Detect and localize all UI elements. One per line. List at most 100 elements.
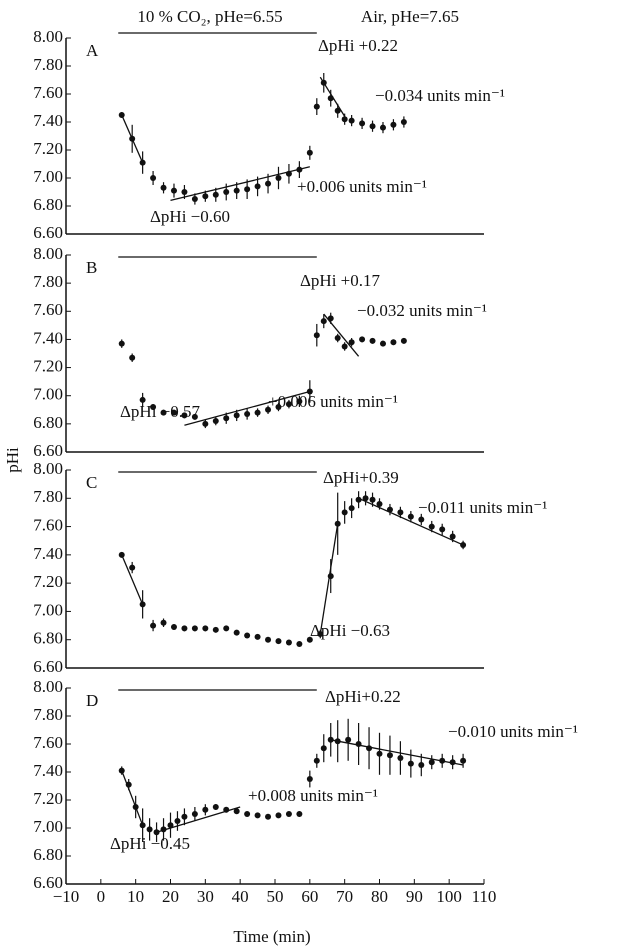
data-point xyxy=(275,638,282,645)
data-point xyxy=(129,564,136,571)
data-point xyxy=(400,337,407,344)
data-point xyxy=(418,762,425,768)
data-point xyxy=(379,340,386,347)
y-axis-label: pHi xyxy=(3,447,22,473)
x-tick-label: 60 xyxy=(301,887,318,906)
annotation: ΔpHi −0.60 xyxy=(150,207,230,226)
trend-line xyxy=(121,770,144,826)
data-point xyxy=(212,626,219,633)
x-tick-label: 100 xyxy=(436,887,462,906)
data-point xyxy=(386,752,393,759)
y-tick-label: 7.40 xyxy=(33,111,63,130)
data-point xyxy=(265,180,272,187)
data-point xyxy=(341,116,348,123)
data-point xyxy=(359,336,366,343)
annotation: ΔpHi −0.63 xyxy=(310,621,390,640)
data-point xyxy=(167,822,174,829)
data-point xyxy=(212,804,219,810)
data-point xyxy=(170,623,177,630)
y-tick-label: 8.00 xyxy=(33,459,63,478)
data-point xyxy=(118,340,125,347)
x-tick-label: 90 xyxy=(406,887,423,906)
trend-line xyxy=(184,390,311,426)
y-tick-label: 7.00 xyxy=(33,600,63,619)
y-tick-label: 7.20 xyxy=(33,572,63,591)
data-point xyxy=(348,339,355,346)
trend-line xyxy=(121,114,144,163)
header-label: Air, pHe=7.65 xyxy=(361,7,459,26)
y-tick-label: 7.00 xyxy=(33,385,63,404)
trend-line xyxy=(330,739,464,766)
annotation: −0.032 units min⁻¹ xyxy=(357,301,487,320)
data-point xyxy=(202,625,209,632)
y-tick-label: 7.80 xyxy=(33,55,63,74)
x-tick-label: 70 xyxy=(336,887,353,906)
data-point xyxy=(341,509,348,516)
data-point xyxy=(428,523,435,530)
data-point xyxy=(296,640,303,647)
y-tick-label: 6.60 xyxy=(33,657,63,676)
data-point xyxy=(369,123,376,130)
data-point xyxy=(160,409,167,416)
data-point xyxy=(369,496,376,503)
data-point xyxy=(254,633,261,640)
data-point xyxy=(191,196,198,202)
data-point xyxy=(369,337,376,344)
data-point xyxy=(170,409,177,416)
data-point xyxy=(233,808,240,815)
data-point xyxy=(306,776,313,782)
trend-line xyxy=(319,76,346,117)
trend-line xyxy=(319,523,339,635)
y-tick-label: 7.60 xyxy=(33,733,63,752)
trend-line xyxy=(156,806,241,833)
data-point xyxy=(390,121,397,128)
data-point xyxy=(150,175,157,181)
data-point xyxy=(428,759,435,766)
panel-label: D xyxy=(86,691,98,710)
x-tick-label: −10 xyxy=(53,887,80,906)
data-point xyxy=(407,760,414,767)
annotation: ΔpHi −0.57 xyxy=(120,402,201,421)
y-tick-label: 6.80 xyxy=(33,195,63,214)
y-tick-label: 6.60 xyxy=(33,223,63,242)
data-point xyxy=(376,500,383,507)
data-point xyxy=(400,119,407,125)
data-point xyxy=(244,632,251,639)
data-point xyxy=(345,736,352,743)
data-point xyxy=(254,409,261,416)
data-point xyxy=(362,495,369,502)
data-point xyxy=(244,411,251,418)
data-point xyxy=(202,420,209,427)
data-point xyxy=(174,818,181,824)
x-tick-label: 110 xyxy=(472,887,497,906)
y-tick-label: 7.80 xyxy=(33,272,63,291)
data-point xyxy=(146,826,153,833)
y-tick-label: 7.80 xyxy=(33,487,63,506)
annotation: +0.006 units min⁻¹ xyxy=(268,392,398,411)
data-point xyxy=(254,183,261,190)
data-point xyxy=(181,412,188,419)
data-point xyxy=(265,813,272,820)
data-point xyxy=(129,354,136,361)
data-point xyxy=(348,117,355,124)
y-tick-label: 8.00 xyxy=(33,27,63,46)
y-tick-label: 7.60 xyxy=(33,83,63,102)
data-point xyxy=(202,806,209,813)
y-tick-label: 7.40 xyxy=(33,761,63,780)
annotation: −0.011 units min⁻¹ xyxy=(418,498,547,517)
y-tick-label: 6.60 xyxy=(33,441,63,460)
y-tick-label: 6.80 xyxy=(33,413,63,432)
data-point xyxy=(306,149,313,156)
y-tick-label: 6.80 xyxy=(33,845,63,864)
x-tick-label: 30 xyxy=(197,887,214,906)
panel-label: B xyxy=(86,258,97,277)
data-point xyxy=(449,533,456,540)
data-point xyxy=(359,120,366,127)
data-point xyxy=(191,811,198,817)
data-point xyxy=(296,398,303,405)
y-tick-label: 7.20 xyxy=(33,789,63,808)
data-point xyxy=(223,415,230,422)
annotation: ΔpHi +0.17 xyxy=(300,271,381,290)
